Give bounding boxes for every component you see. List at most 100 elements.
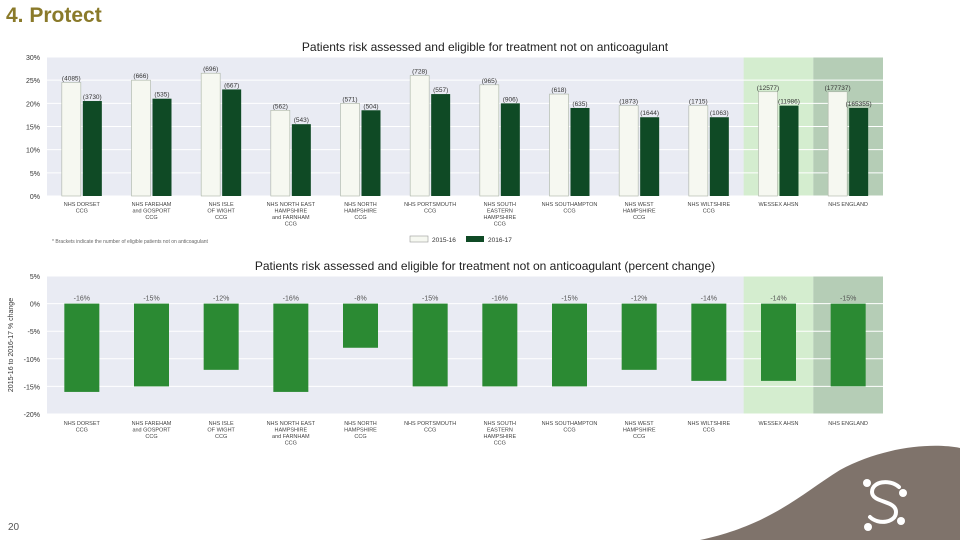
data-label-2015-16: (666) bbox=[133, 73, 148, 80]
category-label-line: CCG bbox=[145, 434, 157, 440]
data-label-2016-17: (535) bbox=[154, 92, 169, 99]
bar-2016-17 bbox=[709, 117, 729, 196]
data-label-2015-16: (571) bbox=[342, 96, 357, 103]
data-label-2016-17: (1644) bbox=[640, 110, 659, 117]
data-label-2016-17: (3730) bbox=[83, 94, 102, 101]
chart-absolute-rates: 0% 5% 10% 15% 20% 25% 30% Patients risk assesse… bbox=[26, 40, 883, 245]
data-label-percent-change: -14% bbox=[770, 296, 786, 303]
y-tick-label: 10% bbox=[26, 148, 40, 155]
category-label-line: CCG bbox=[633, 215, 645, 221]
chart-title: Patients risk assessed and eligible for … bbox=[255, 259, 715, 273]
legend-label-2016-17: 2016-17 bbox=[488, 237, 512, 244]
y-tick-label: 5% bbox=[30, 171, 40, 178]
category-label-line: WESSEX AHSN bbox=[758, 421, 798, 427]
bar-2016-17 bbox=[431, 94, 451, 196]
category-label-line: CCG bbox=[563, 428, 575, 434]
category-label-line: CCG bbox=[354, 215, 366, 221]
bar-2016-17 bbox=[500, 103, 520, 196]
category-label: NHS SOUTHAMPTON CCG bbox=[542, 202, 598, 215]
category-label-line: CCG bbox=[703, 209, 715, 215]
category-label-line: NHS DORSET bbox=[64, 421, 101, 427]
category-label-line: CCG bbox=[494, 222, 506, 228]
bar-2015-16 bbox=[549, 93, 569, 197]
data-label-percent-change: -16% bbox=[283, 296, 299, 303]
bar-2015-16 bbox=[61, 82, 82, 197]
category-label-line: CCG bbox=[285, 441, 297, 447]
data-label-percent-change: -16% bbox=[74, 296, 90, 303]
category-label: NHS WILTSHIRE CCG bbox=[687, 202, 730, 215]
data-label-percent-change: -15% bbox=[840, 296, 856, 303]
category-label: NHS ENGLAND bbox=[828, 421, 868, 427]
data-label-2016-17: (635) bbox=[572, 101, 587, 108]
chart-title: Patients risk assessed and eligible for … bbox=[302, 40, 669, 54]
y-tick-label: -10% bbox=[24, 357, 40, 364]
category-label-line: and FARNHAM bbox=[272, 215, 310, 221]
data-label-percent-change: -12% bbox=[631, 296, 647, 303]
category-label: NHS WEST HAMPSHIRE CCG bbox=[623, 202, 656, 221]
y-tick-label: 0% bbox=[30, 194, 40, 201]
category-label-line: CCG bbox=[633, 434, 645, 440]
data-label-2016-17: (504) bbox=[363, 103, 378, 110]
category-label-line: CCG bbox=[215, 434, 227, 440]
category-label-line: CCG bbox=[703, 428, 715, 434]
data-label-2015-16: (696) bbox=[203, 66, 218, 73]
corner-swoosh-shape bbox=[700, 445, 960, 540]
data-label-percent-change: -8% bbox=[354, 296, 366, 303]
category-label-line: NHS WEST bbox=[625, 202, 655, 208]
bar-2015-16 bbox=[618, 105, 639, 197]
data-label-2015-16: (728) bbox=[412, 69, 427, 76]
category-label-line: HAMPSHIRE bbox=[623, 428, 656, 434]
bar-percent-change bbox=[134, 303, 169, 387]
category-label: NHS SOUTH EASTERN HAMPSHIRE CCG bbox=[483, 421, 516, 447]
data-label-2015-16: (12577) bbox=[757, 85, 779, 92]
category-label-line: EASTERN bbox=[487, 209, 513, 215]
bar-2015-16 bbox=[200, 72, 221, 197]
data-label-2015-16: (1873) bbox=[619, 99, 638, 106]
category-label: NHS ISLE OF WIGHT CCG bbox=[207, 202, 235, 221]
bar-percent-change bbox=[761, 303, 796, 381]
bar-percent-change bbox=[412, 303, 448, 387]
data-label-percent-change: -15% bbox=[422, 296, 438, 303]
category-label-line: CCG bbox=[285, 222, 297, 228]
bar-2015-16 bbox=[409, 75, 430, 197]
page-number: 20 bbox=[8, 522, 20, 533]
bar-2015-16 bbox=[131, 79, 151, 197]
data-label-2015-16: (4085) bbox=[62, 75, 81, 82]
slide-title: 4. Protect bbox=[6, 4, 102, 27]
bar-2015-16 bbox=[688, 105, 709, 197]
category-label: NHS SOUTH EASTERN HAMPSHIRE CCG bbox=[483, 202, 516, 228]
category-label-line: CCG bbox=[563, 209, 575, 215]
category-label-line: NHS ENGLAND bbox=[828, 202, 868, 208]
bar-percent-change bbox=[482, 303, 518, 387]
category-label: NHS ENGLAND bbox=[828, 202, 868, 208]
y-tick-label: -20% bbox=[24, 412, 40, 419]
data-label-2016-17: (11986) bbox=[778, 99, 800, 106]
data-label-2016-17: (906) bbox=[503, 96, 518, 103]
y-tick-label: 20% bbox=[26, 101, 40, 108]
y-tick-label: 30% bbox=[26, 55, 40, 62]
category-label-line: NHS ISLE bbox=[209, 421, 234, 427]
y-axis-label: 2015-16 to 2016-17 % change bbox=[8, 298, 15, 392]
category-label-line: NHS NORTH bbox=[344, 202, 377, 208]
category-label-line: CCG bbox=[494, 441, 506, 447]
data-label-2015-16: (965) bbox=[482, 78, 497, 85]
category-label-line: CCG bbox=[76, 428, 88, 434]
category-label-line: CCG bbox=[215, 215, 227, 221]
footnote: * Brackets indicate the number of eligib… bbox=[52, 239, 209, 245]
category-label: NHS FAREHAM and GOSPORT CCG bbox=[132, 421, 172, 440]
category-label-line: NHS NORTH EAST bbox=[267, 421, 316, 427]
category-label-line: NHS NORTH EAST bbox=[267, 202, 316, 208]
chart-percent-change: -20% -15% -10% -5% 0% 5% Patients risk assesse… bbox=[8, 259, 883, 447]
category-label: NHS DORSET CCG bbox=[64, 421, 101, 434]
data-label-2016-17: (667) bbox=[224, 82, 239, 89]
y-tick-label: -5% bbox=[28, 329, 40, 336]
category-label-line: HAMPSHIRE bbox=[623, 209, 656, 215]
data-label-2015-16: (177737) bbox=[825, 85, 851, 92]
bar-2016-17 bbox=[640, 117, 660, 196]
category-label-line: HAMPSHIRE bbox=[483, 434, 516, 440]
category-label-line: NHS NORTH bbox=[344, 421, 377, 427]
category-label: NHS PORTSMOUTH CCG bbox=[404, 421, 456, 434]
category-label: NHS DORSET CCG bbox=[64, 202, 101, 215]
